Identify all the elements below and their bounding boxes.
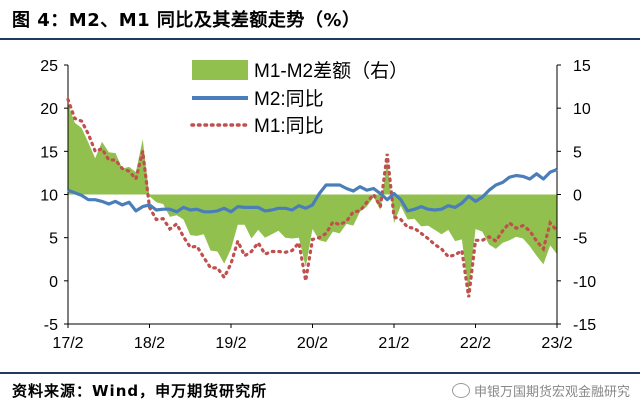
wechat-icon [451, 383, 470, 398]
left-tick-label: 15 [40, 144, 58, 161]
series-area-m1-m2-spread [68, 103, 557, 293]
title-row: 图 4：M2、M1 同比及其差额走势（%） [0, 0, 640, 36]
x-tick-label: 20/2 [297, 335, 328, 352]
x-tick-label: 23/2 [541, 335, 572, 352]
right-tick-label: -15 [573, 317, 596, 334]
left-tick-label: 25 [40, 58, 58, 75]
left-tick-label: 5 [49, 231, 58, 248]
left-tick-label: 0 [49, 274, 58, 291]
right-tick-label: 10 [573, 101, 591, 118]
x-tick-label: 22/2 [460, 335, 491, 352]
right-tick-label: 15 [573, 58, 591, 75]
x-tick-label: 21/2 [378, 335, 409, 352]
legend-label-area: M1-M2差额（右） [254, 60, 408, 82]
legend-label-m1: M1:同比 [254, 115, 324, 137]
legend-label-m2: M2:同比 [254, 88, 324, 110]
chart-canvas: -5 0 5 10 15 20 25 -15 -10 -5 0 5 10 15 17/2 18/2 19/2 20… [40, 58, 596, 352]
right-tick-label: -5 [573, 231, 587, 248]
series-line-m1-yoy [66, 97, 559, 298]
right-tick-label: 0 [573, 188, 582, 205]
footer-divider [0, 372, 640, 374]
source-note: 资料来源：Wind，申万期货研究所 [12, 382, 268, 400]
x-tick-label: 18/2 [134, 335, 165, 352]
left-tick-label: 20 [40, 101, 58, 118]
right-tick-label: 5 [573, 144, 582, 161]
title-divider [0, 38, 640, 40]
right-tick-label: -10 [573, 274, 596, 291]
legend-swatch-area [192, 60, 248, 80]
chart-title: 图 4：M2、M1 同比及其差额走势（%） [12, 10, 361, 31]
x-tick-label: 19/2 [215, 335, 246, 352]
left-tick-label: 10 [40, 188, 58, 205]
x-tick-label: 17/2 [52, 335, 83, 352]
left-tick-label: -5 [44, 317, 58, 334]
watermark: 申银万国期货宏观金融研究 [451, 381, 630, 400]
watermark-text: 申银万国期货宏观金融研究 [473, 385, 630, 400]
series-line-m2-yoy [67, 168, 558, 214]
